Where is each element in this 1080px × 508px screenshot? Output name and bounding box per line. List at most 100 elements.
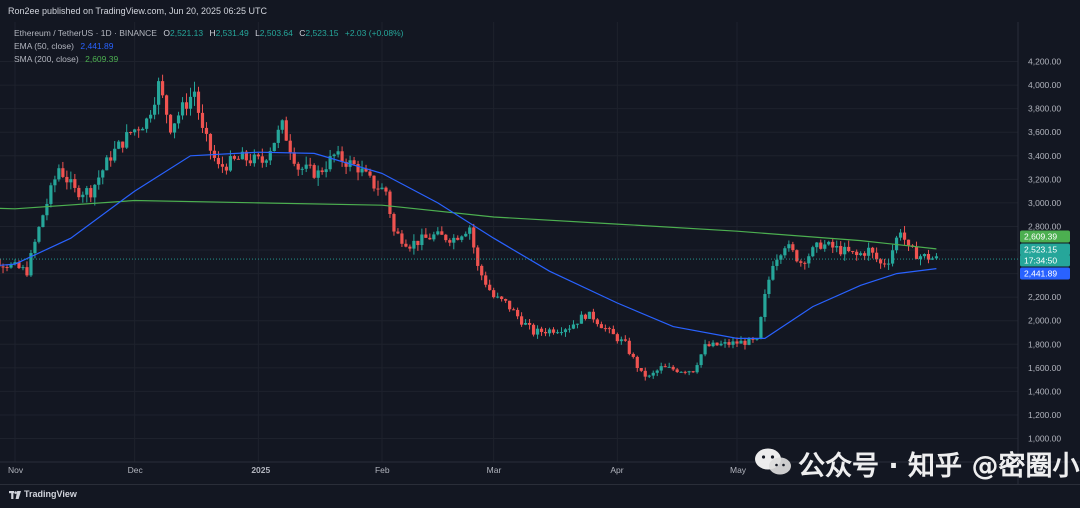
candle-body <box>5 267 9 269</box>
candle-body <box>276 129 280 143</box>
candle-body <box>516 309 520 317</box>
open-label: O <box>163 28 170 38</box>
price-chart[interactable]: 1,000.00 1,200.00 1,400.00 1,600.00 1,800.00… <box>0 22 1080 484</box>
watermark-text: 公众号 · 知乎 @密圈小Q <box>752 444 1080 482</box>
candle-body <box>918 256 923 260</box>
candle-body <box>164 95 169 115</box>
candle-body <box>356 164 360 173</box>
candle-body <box>456 237 460 240</box>
candle-body <box>902 232 907 240</box>
time-tick-label: Feb <box>375 465 390 475</box>
symbol-row: Ethereum / TetherUS · 1D · BINANCE O2,52… <box>14 27 403 40</box>
time-tick-label: 2025 <box>251 465 270 475</box>
candle-body <box>480 265 484 276</box>
candle-body <box>603 328 607 330</box>
price-tick-label: 2,000.00 <box>1028 316 1061 326</box>
candle-body <box>65 176 69 183</box>
candle-body <box>787 244 791 249</box>
candle-body <box>934 256 939 259</box>
candle-body <box>504 299 508 301</box>
time-axis[interactable]: Nov Dec 2025 Feb Mar Apr May <box>8 465 747 475</box>
ema-value: 2,441.89 <box>80 41 114 51</box>
time-tick-label: Nov <box>8 465 24 475</box>
candle-body <box>188 96 193 109</box>
candle-body <box>875 252 879 260</box>
candle-body <box>699 354 703 366</box>
candle-body <box>17 262 21 269</box>
candle-body <box>599 324 603 329</box>
candle-body <box>839 245 843 255</box>
candle-body <box>496 296 500 298</box>
candle-body <box>77 187 81 198</box>
candle-body <box>476 247 480 266</box>
candle-body <box>416 240 420 246</box>
candle-body <box>759 317 763 339</box>
tradingview-logo-icon[interactable] <box>9 490 21 500</box>
candle-body <box>675 369 679 372</box>
candle-body <box>376 188 380 190</box>
candle-body <box>639 368 643 371</box>
price-label-text-ema: 2,441.89 <box>1024 269 1057 279</box>
candle-body <box>61 168 65 177</box>
candle-body <box>121 141 125 148</box>
candle-body <box>344 161 348 167</box>
candle-body <box>871 247 875 253</box>
candle-body <box>196 91 201 113</box>
candle-body <box>747 338 751 345</box>
candle-body <box>575 323 580 325</box>
candle-body <box>85 188 89 195</box>
candle-body <box>41 215 45 228</box>
price-tick-label: 1,400.00 <box>1028 386 1061 396</box>
candle-body <box>288 140 292 153</box>
candle-body <box>440 231 444 235</box>
candle-body <box>739 340 743 344</box>
candle-body <box>663 366 667 368</box>
candle-body <box>109 157 113 161</box>
candle-body <box>679 371 683 373</box>
candle-body <box>719 343 723 346</box>
candle-body <box>559 332 564 334</box>
candle-body <box>21 267 25 269</box>
sma-200-line <box>0 199 937 250</box>
candle-body <box>484 275 488 285</box>
candle-body <box>33 241 37 254</box>
candle-body <box>248 160 252 164</box>
candle-body <box>543 331 548 334</box>
candle-body <box>388 191 392 215</box>
candle-body <box>795 250 799 262</box>
candle-body <box>615 334 619 342</box>
change-value: +2.03 (+0.08%) <box>344 28 404 38</box>
candle-body <box>392 214 396 232</box>
candle-body <box>775 259 779 266</box>
candle-body <box>512 309 516 311</box>
symbol-name[interactable]: Ethereum / TetherUS · 1D · BINANCE <box>14 28 157 38</box>
candle-body <box>527 322 532 325</box>
candle-body <box>807 256 811 264</box>
candle-body <box>360 168 364 173</box>
candle-body <box>180 102 185 116</box>
candle-body <box>252 154 256 164</box>
candle-body <box>448 240 452 243</box>
candle-body <box>268 151 272 161</box>
sma-row[interactable]: SMA (200, close) 2,609.39 <box>14 53 403 66</box>
candle-body <box>595 319 599 325</box>
candle-body <box>105 157 109 171</box>
tradingview-brand[interactable]: TradingView <box>24 489 77 499</box>
candle-body <box>316 170 320 178</box>
candle-body <box>300 168 304 170</box>
price-axis[interactable]: 1,000.00 1,200.00 1,400.00 1,600.00 1,800.00… <box>1028 57 1061 444</box>
candle-body <box>420 234 424 246</box>
candle-body <box>835 245 839 248</box>
candle-body <box>204 127 209 134</box>
candle-body <box>149 114 153 119</box>
candle-body <box>523 322 528 325</box>
candle-body <box>412 240 416 249</box>
candle-body <box>228 156 233 171</box>
candle-body <box>384 187 388 192</box>
candle-body <box>619 339 623 342</box>
ema-row[interactable]: EMA (50, close) 2,441.89 <box>14 40 403 53</box>
candle-body <box>472 227 476 248</box>
candle-body <box>444 234 448 241</box>
candle-body <box>508 300 512 310</box>
price-label-sma <box>1020 230 1070 243</box>
